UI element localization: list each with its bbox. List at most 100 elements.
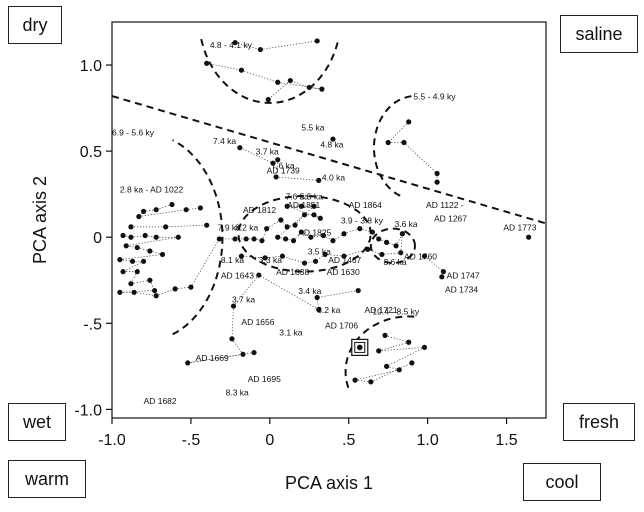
trajectory-segment xyxy=(165,224,207,228)
data-point xyxy=(368,379,374,385)
data-point xyxy=(292,222,298,228)
data-point xyxy=(153,293,159,299)
annotation-label: 5.5 - 4.9 ky xyxy=(413,91,456,101)
data-point xyxy=(314,294,320,301)
data-points xyxy=(117,38,532,385)
annotation-label: 4.0 ka xyxy=(322,172,345,182)
data-point xyxy=(401,139,407,146)
trajectory-segment xyxy=(378,341,409,352)
data-point xyxy=(279,253,286,259)
y-axis-label: PCA axis 2 xyxy=(30,176,50,264)
trajectory-segment xyxy=(126,236,179,247)
data-point xyxy=(352,377,358,383)
annotation-label: 3.3 ka xyxy=(259,255,282,265)
data-point xyxy=(311,212,317,218)
trajectory-segment xyxy=(317,290,359,298)
trajectory-segment xyxy=(119,254,163,260)
x-tick-label: 0 xyxy=(265,432,274,449)
annotation-label: 3.5 ka xyxy=(308,246,331,256)
annotation-label: 4.8 - 4.1 ky xyxy=(210,40,253,50)
trajectory-segment xyxy=(386,347,425,367)
annotation-label: 3.7 ka xyxy=(232,295,255,305)
data-point xyxy=(316,177,322,183)
annotation-label: AD 1630 xyxy=(327,267,360,277)
data-point xyxy=(409,360,415,366)
data-point xyxy=(159,251,166,258)
annotation-label: AD 1838 xyxy=(276,267,309,277)
data-point xyxy=(284,224,290,230)
data-point xyxy=(142,232,148,239)
data-point xyxy=(153,207,159,213)
corner-label-warm: warm xyxy=(8,460,86,498)
trajectory-segment xyxy=(277,205,315,238)
trajectory-segment xyxy=(130,235,146,238)
data-point xyxy=(275,157,281,163)
trajectory-segment xyxy=(384,335,409,343)
corner-label-fresh: fresh xyxy=(563,403,635,441)
trajectory-segment xyxy=(187,352,255,364)
data-point xyxy=(421,344,428,351)
data-point xyxy=(306,84,312,91)
data-point xyxy=(136,213,142,220)
trajectory-segment xyxy=(268,80,291,100)
salinity-divide-line xyxy=(111,95,547,225)
data-point xyxy=(385,139,391,146)
data-point xyxy=(230,303,237,309)
data-point xyxy=(152,287,158,294)
data-point xyxy=(216,236,222,242)
annotation-label: AD 1851 xyxy=(287,200,320,210)
data-point xyxy=(232,236,238,242)
trajectory-segment xyxy=(332,233,345,241)
trajectory-segment xyxy=(403,142,438,174)
data-point xyxy=(355,287,361,294)
data-point xyxy=(131,289,137,295)
data-point xyxy=(140,208,147,214)
data-point xyxy=(290,238,297,244)
annotation-label: 8.3 ka xyxy=(226,388,249,398)
data-point xyxy=(382,332,388,338)
trajectory-segment xyxy=(186,207,201,211)
annotation-label: 7.4 ka xyxy=(213,136,236,146)
trajectory-segment xyxy=(241,69,278,83)
trajectory-segment xyxy=(400,233,403,253)
trajectory-segment xyxy=(325,254,345,257)
data-point xyxy=(399,231,405,237)
data-point xyxy=(319,86,325,92)
x-tick-label: 1.0 xyxy=(417,432,439,449)
data-point xyxy=(204,60,210,66)
trajectory-segment xyxy=(258,274,319,310)
data-point xyxy=(273,174,279,180)
data-point xyxy=(384,363,390,369)
data-point xyxy=(128,224,134,230)
trajectory-segment xyxy=(282,255,305,264)
trajectory-segment xyxy=(138,209,187,217)
annotation-label: 3.2 ka xyxy=(317,305,340,315)
annotation-label: AD 1643 xyxy=(221,271,254,281)
data-point xyxy=(204,222,210,228)
trajectory-segment xyxy=(387,121,409,143)
y-tick-label: 1.0 xyxy=(80,58,102,75)
x-axis-label: PCA axis 1 xyxy=(285,473,373,493)
trajectory-segment xyxy=(231,338,244,355)
trajectory-segment xyxy=(309,87,322,90)
data-point xyxy=(421,253,428,259)
data-point xyxy=(183,207,189,213)
annotation-label: AD 1467 xyxy=(328,255,361,265)
y-tick-label: -.5 xyxy=(83,316,102,333)
data-point xyxy=(147,277,153,283)
data-point xyxy=(384,239,390,245)
y-tick-label: 0 xyxy=(93,230,102,247)
data-point xyxy=(312,258,319,264)
data-point xyxy=(188,284,194,290)
annotation-label: 3.9 - 3.8 ky xyxy=(341,215,384,225)
data-point xyxy=(314,38,320,44)
data-point xyxy=(322,251,328,258)
annotation-label: AD 1864 xyxy=(349,200,382,210)
annotation-label: 7.6 ka xyxy=(286,191,309,201)
data-point xyxy=(396,367,402,373)
data-point xyxy=(134,244,140,251)
trajectory-segment xyxy=(241,255,266,259)
trajectory-segment xyxy=(122,261,144,272)
data-point xyxy=(341,231,347,237)
data-point xyxy=(172,286,178,292)
